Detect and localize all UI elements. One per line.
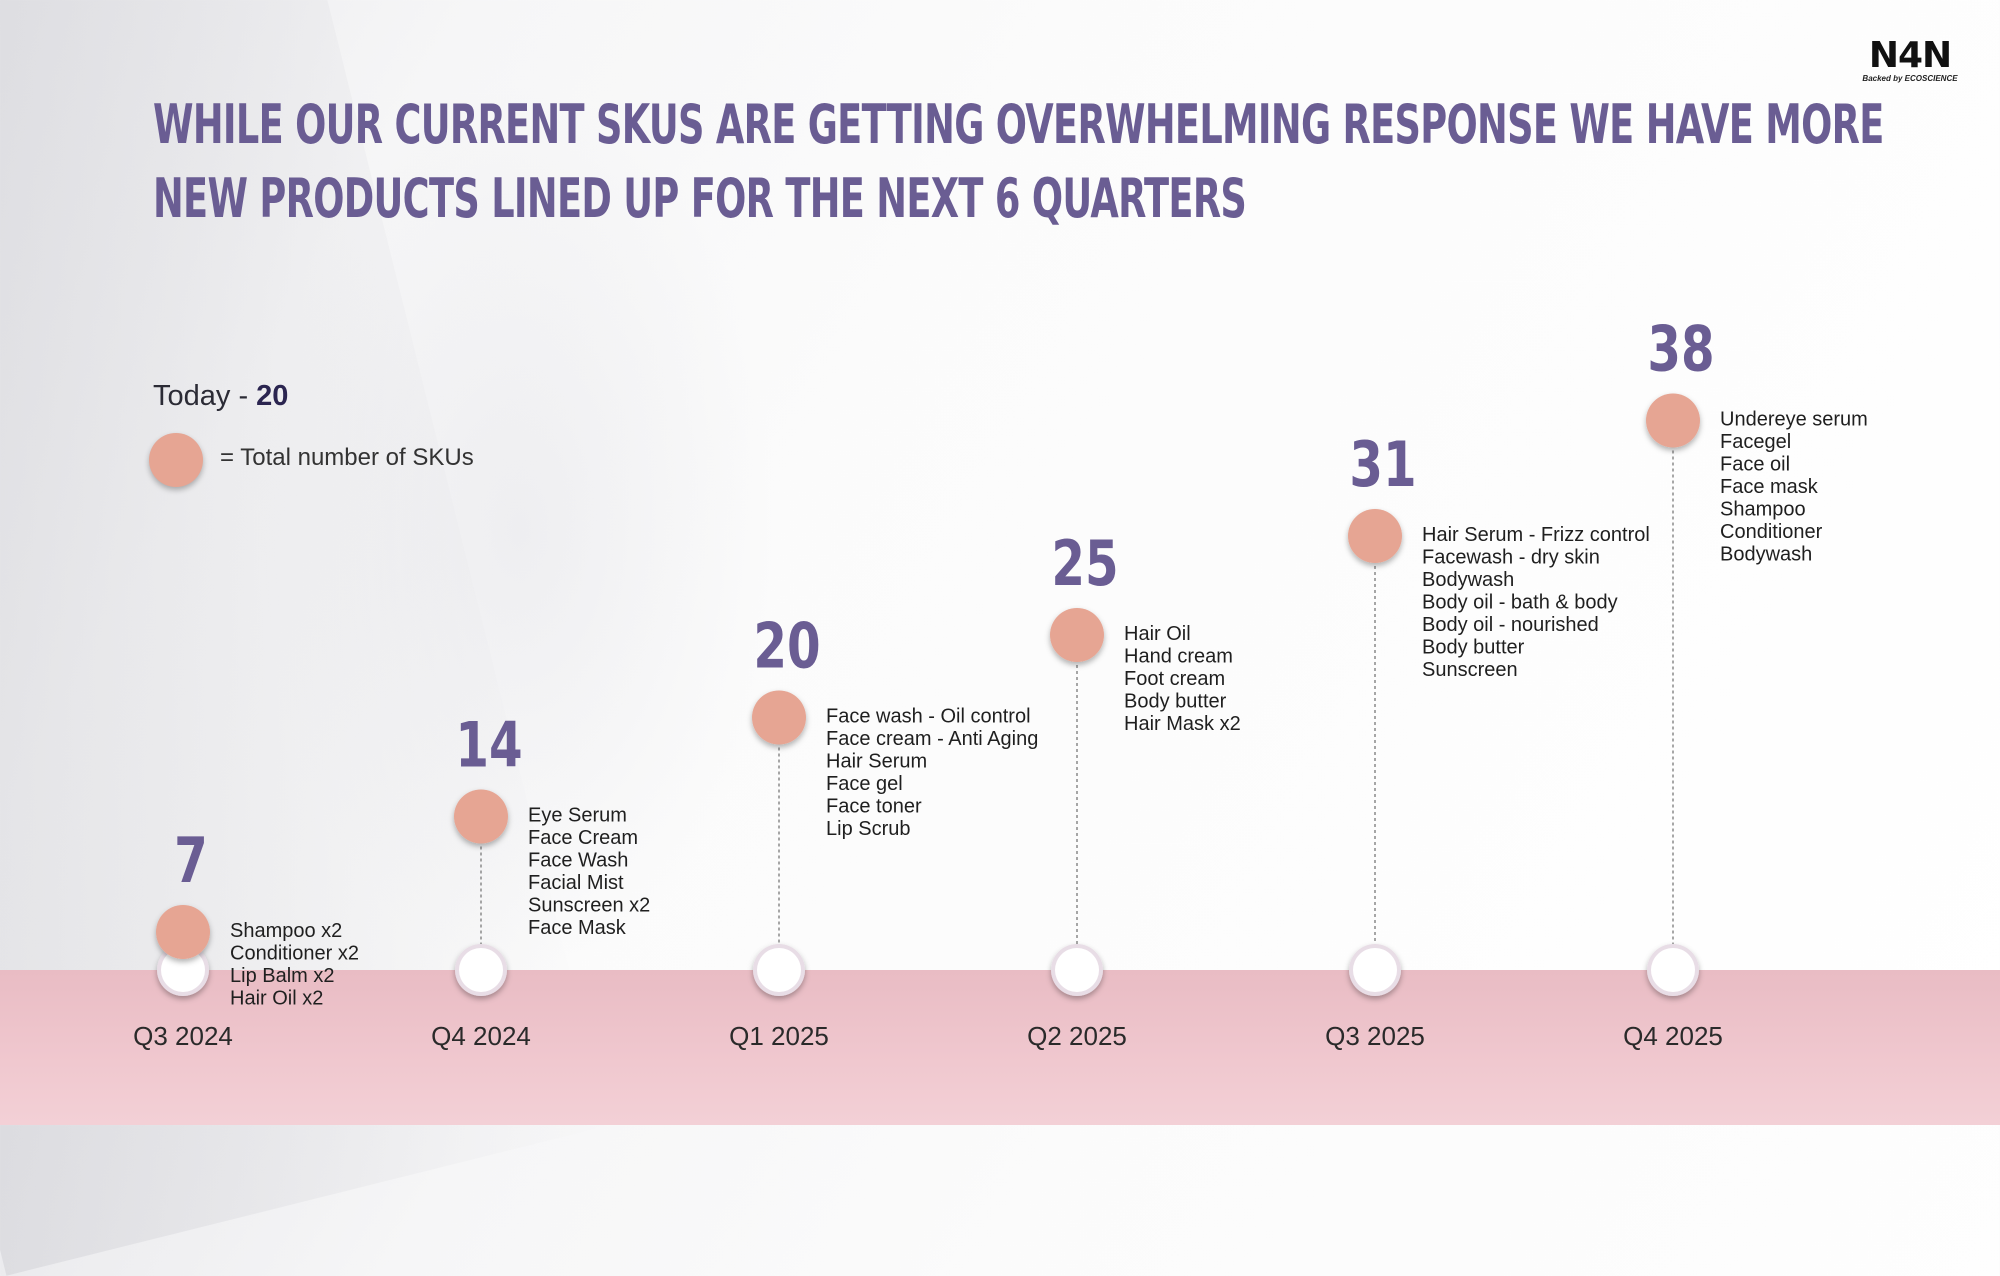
product-item-q1-2: Face Wash (528, 850, 628, 872)
product-item-q1-0: Eye Serum (528, 805, 627, 827)
sku-count-q1: 14 (455, 710, 522, 782)
product-item-q4-4: Body oil - nourished (1422, 614, 1599, 636)
sku-marker-q5 (1646, 393, 1700, 448)
sku-count-q0: 7 (174, 825, 208, 897)
product-item-q5-0: Undereye serum (1720, 409, 1868, 431)
legend-label: = Total number of SKUs (220, 444, 474, 471)
quarter-label-q3: Q2 2025 (1027, 1021, 1127, 1051)
sku-marker-q0 (156, 905, 210, 959)
product-item-q2-2: Hair Serum (826, 751, 927, 773)
product-item-q3-0: Hair Oil (1124, 623, 1191, 645)
logo-wordmark: N4N (1868, 35, 1952, 76)
today-value: 20 (256, 380, 289, 412)
product-item-q2-0: Face wash - Oil control (826, 706, 1031, 728)
axis-node-q2 (757, 948, 801, 992)
sku-count-q2: 20 (753, 611, 820, 683)
page-title: While our current SKUs are getting overw… (153, 88, 1884, 236)
product-item-q5-1: Facegel (1720, 431, 1791, 453)
product-item-q1-4: Sunscreen x2 (528, 895, 650, 917)
product-item-q2-1: Face cream - Anti Aging (826, 728, 1038, 750)
quarter-label-q2: Q1 2025 (729, 1021, 829, 1051)
product-item-q1-1: Face Cream (528, 827, 638, 849)
product-item-q3-1: Hand cream (1124, 646, 1233, 668)
axis-node-q5 (1651, 948, 1695, 992)
product-item-q4-2: Bodywash (1422, 569, 1514, 591)
product-item-q2-5: Lip Scrub (826, 818, 911, 840)
product-item-q1-5: Face Mask (528, 917, 627, 939)
product-item-q4-6: Sunscreen (1422, 659, 1518, 681)
product-item-q2-4: Face toner (826, 796, 922, 818)
product-item-q5-6: Bodywash (1720, 544, 1812, 566)
product-item-q5-4: Shampoo (1720, 499, 1806, 521)
quarter-label-q5: Q4 2025 (1623, 1021, 1723, 1051)
axis-node-q0 (161, 948, 205, 992)
product-item-q3-4: Hair Mask x2 (1124, 713, 1241, 735)
product-item-q4-3: Body oil - bath & body (1422, 592, 1618, 614)
sku-count-q3: 25 (1051, 528, 1118, 600)
sku-marker-q3 (1050, 608, 1104, 662)
product-item-q4-5: Body butter (1422, 637, 1525, 659)
product-item-q0-0: Shampoo x2 (230, 920, 342, 942)
product-item-q0-2: Lip Balm x2 (230, 965, 335, 987)
sku-marker-q2 (752, 690, 806, 745)
logo-subtitle: Backed by ECOSCIENCE (1862, 74, 1958, 83)
sku-marker-q1 (454, 789, 508, 844)
sku-count-q4: 31 (1349, 429, 1416, 501)
sku-marker-q4 (1348, 509, 1402, 563)
quarter-label-q1: Q4 2024 (431, 1021, 531, 1051)
brand-logo: N4N Backed by ECOSCIENCE (1860, 35, 1960, 84)
product-item-q5-3: Face mask (1720, 476, 1819, 498)
product-item-q0-1: Conditioner x2 (230, 943, 359, 965)
product-item-q5-5: Conditioner (1720, 521, 1823, 543)
axis-node-q3 (1055, 948, 1099, 992)
product-item-q3-3: Body butter (1124, 691, 1227, 713)
quarter-label-q0: Q3 2024 (133, 1021, 233, 1051)
product-item-q0-3: Hair Oil x2 (230, 988, 323, 1010)
product-item-q2-3: Face gel (826, 773, 903, 795)
today-count: Today - 20 (153, 380, 288, 413)
product-item-q1-3: Facial Mist (528, 872, 624, 894)
axis-node-q4 (1353, 948, 1397, 992)
axis-node-q1 (459, 948, 503, 992)
sku-count-q5: 38 (1647, 314, 1714, 386)
timeline-band (0, 970, 2000, 1125)
quarter-label-q4: Q3 2025 (1325, 1021, 1425, 1051)
product-item-q4-1: Facewash - dry skin (1422, 547, 1600, 569)
today-label: Today - (153, 380, 257, 412)
legend-marker-icon (149, 433, 203, 487)
product-item-q5-2: Face oil (1720, 454, 1790, 476)
product-item-q3-2: Foot cream (1124, 668, 1225, 690)
product-item-q4-0: Hair Serum - Frizz control (1422, 524, 1650, 546)
title-line-2: new products lined up for the next 6 qua… (153, 167, 1247, 230)
